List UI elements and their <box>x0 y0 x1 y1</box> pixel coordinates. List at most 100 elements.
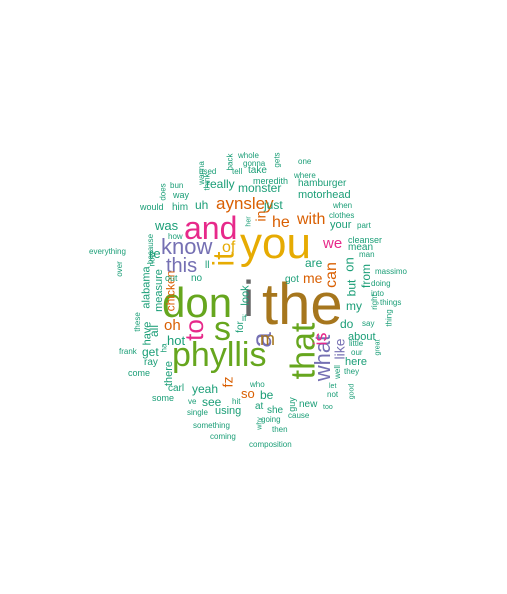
word-is: is <box>310 332 331 346</box>
word-with: with <box>297 211 326 228</box>
word-really: really <box>206 177 235 191</box>
word-some: some <box>152 393 175 403</box>
word-whole: whole <box>238 151 259 160</box>
word-coming: coming <box>210 432 236 441</box>
word-well: well <box>332 365 342 379</box>
word-great: great <box>374 339 382 356</box>
word-he: he <box>272 214 290 231</box>
word-not: not <box>327 390 339 399</box>
word-let: let <box>329 383 337 390</box>
word-using: using <box>215 405 242 417</box>
word-doing: doing <box>371 279 391 288</box>
word-say: say <box>362 319 375 328</box>
word-something: something <box>193 421 230 430</box>
word-the: the <box>262 272 343 337</box>
word-no: no <box>191 273 203 284</box>
word-little: little <box>349 339 364 348</box>
word-now: now <box>147 251 157 267</box>
word-how: how <box>168 232 183 241</box>
word-on: on <box>341 257 357 272</box>
word-mean: mean <box>348 242 374 253</box>
word-i: i <box>243 271 255 327</box>
word-hamburger: hamburger <box>298 178 347 189</box>
word-tell: tell <box>232 167 243 176</box>
word-so: so <box>241 386 255 401</box>
word-carl: carl <box>168 383 185 394</box>
word-alabama: alabama <box>140 266 153 309</box>
word-take: take <box>248 165 267 176</box>
word-have: have <box>141 321 154 346</box>
word-of: of <box>222 239 236 256</box>
word-who: who <box>250 380 265 389</box>
word-measure: measure <box>152 269 165 312</box>
word-motorhead: motorhead <box>298 189 351 201</box>
word-uh: uh <box>195 198 209 212</box>
word-my: my <box>346 299 362 313</box>
word-too: too <box>323 404 333 411</box>
word-just: just <box>264 198 283 212</box>
word-frank: frank <box>119 347 137 356</box>
word-look: look <box>239 285 252 306</box>
word-but: but <box>344 279 359 297</box>
word-at: at <box>255 401 264 412</box>
word-going: going <box>261 415 281 424</box>
word-bun: bun <box>170 181 184 190</box>
word-can: can <box>322 262 340 288</box>
word-ray: ray <box>144 357 158 368</box>
word-meredith: meredith <box>253 176 289 186</box>
word-everything: everything <box>89 247 126 256</box>
word-aynsley: aynsley <box>216 194 274 213</box>
word-single: single <box>187 408 208 417</box>
word-hit: hit <box>232 397 241 406</box>
word-if: if <box>242 313 247 323</box>
word-fz: fz <box>219 376 236 388</box>
word-cleanser: cleanser <box>348 235 383 245</box>
word-about: about <box>348 331 376 343</box>
word-re: re <box>149 246 161 261</box>
word-gets: gets <box>272 152 282 168</box>
word-then: then <box>272 425 288 434</box>
word-ll: ll <box>205 260 210 271</box>
word-are: are <box>305 256 323 270</box>
word-s: s <box>214 310 231 348</box>
word-yeah: yeah <box>192 382 219 396</box>
word-do: do <box>340 317 354 331</box>
word-your: your <box>330 219 352 231</box>
word-when: when <box>333 201 353 210</box>
word-in: in <box>252 210 269 222</box>
word-oh: oh <box>164 317 181 334</box>
word-me: me <box>303 270 323 286</box>
word-thing: thing <box>384 309 394 327</box>
word-this: this <box>166 255 198 277</box>
word-gonna: gonna <box>243 159 266 168</box>
word-get: get <box>142 345 159 359</box>
word-be: be <box>260 388 274 402</box>
word-man: man <box>359 250 375 259</box>
word-good: good <box>348 383 356 400</box>
word-got: got <box>285 274 299 285</box>
word-don: don <box>162 279 233 326</box>
word-clothes: clothes <box>329 211 355 220</box>
word-cause: cause <box>288 411 310 420</box>
word-him: him <box>172 202 189 213</box>
word-new: new <box>299 399 318 410</box>
word-know: know <box>161 234 213 259</box>
word-massimo: massimo <box>375 267 408 276</box>
word-part: part <box>357 221 371 230</box>
word-right: right <box>369 294 379 310</box>
word-phyllis: phyllis <box>172 336 267 374</box>
word-way: way <box>173 190 190 200</box>
word-things: things <box>380 298 402 307</box>
word-you: you <box>240 219 311 268</box>
word-they: they <box>344 367 360 376</box>
word-guy: guy <box>286 397 297 412</box>
word-see: see <box>202 395 222 409</box>
word-monster: monster <box>238 181 282 195</box>
word-composition: composition <box>249 440 292 449</box>
word-was: was <box>155 218 179 233</box>
word-we: we <box>323 235 343 252</box>
word-here: here <box>345 356 368 368</box>
word-into: into <box>371 289 384 298</box>
word-over: over <box>114 261 124 277</box>
